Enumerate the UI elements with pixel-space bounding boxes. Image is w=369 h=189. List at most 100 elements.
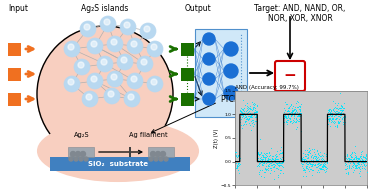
Point bbox=[245, 108, 251, 111]
Point bbox=[346, 158, 352, 161]
Point bbox=[278, 151, 284, 154]
Point bbox=[292, 110, 298, 113]
Text: Ag₂S islands: Ag₂S islands bbox=[81, 4, 129, 13]
Point bbox=[238, 120, 244, 123]
Point bbox=[296, 105, 302, 108]
Point bbox=[324, 167, 330, 170]
Point bbox=[282, 114, 288, 117]
Point bbox=[254, 103, 260, 106]
Point bbox=[319, 158, 325, 161]
Point bbox=[245, 118, 251, 121]
Point bbox=[234, 164, 240, 167]
Point bbox=[340, 115, 346, 119]
Point bbox=[261, 161, 267, 164]
Point bbox=[306, 151, 311, 154]
Point bbox=[356, 171, 362, 174]
Circle shape bbox=[203, 53, 215, 65]
Point bbox=[290, 110, 296, 113]
Point bbox=[290, 110, 296, 113]
Point bbox=[328, 115, 334, 118]
Point bbox=[279, 151, 285, 154]
Point bbox=[313, 160, 318, 163]
Point bbox=[238, 106, 244, 109]
Circle shape bbox=[164, 157, 168, 161]
Point bbox=[350, 163, 356, 166]
Point bbox=[336, 115, 342, 118]
Point bbox=[282, 114, 288, 117]
Point bbox=[254, 119, 259, 122]
Point bbox=[337, 106, 343, 109]
Point bbox=[345, 160, 351, 163]
Point bbox=[305, 154, 311, 157]
Point bbox=[357, 169, 363, 172]
Point bbox=[346, 166, 352, 169]
Point bbox=[288, 120, 294, 123]
Point bbox=[308, 159, 314, 162]
Point bbox=[319, 157, 325, 160]
Point bbox=[258, 156, 263, 160]
Point bbox=[356, 162, 362, 165]
Point bbox=[319, 167, 325, 170]
Point bbox=[342, 114, 348, 117]
Point bbox=[357, 158, 363, 161]
Point bbox=[264, 158, 270, 161]
Point bbox=[273, 152, 279, 155]
Point bbox=[242, 116, 248, 119]
Point bbox=[359, 167, 365, 170]
Point bbox=[261, 171, 267, 174]
Point bbox=[239, 112, 245, 115]
Point bbox=[261, 155, 266, 158]
Point bbox=[293, 105, 299, 108]
Point bbox=[242, 114, 248, 117]
Circle shape bbox=[141, 59, 147, 65]
Circle shape bbox=[64, 41, 80, 57]
Point bbox=[334, 111, 340, 114]
Point bbox=[301, 159, 307, 162]
Point bbox=[232, 151, 238, 154]
Point bbox=[286, 110, 292, 113]
Point bbox=[359, 157, 365, 160]
Point bbox=[359, 150, 365, 153]
Point bbox=[345, 157, 351, 160]
Point bbox=[271, 158, 277, 161]
Point bbox=[310, 155, 315, 158]
Point bbox=[304, 167, 310, 170]
Point bbox=[296, 120, 302, 123]
Point bbox=[292, 112, 297, 115]
Point bbox=[300, 165, 306, 168]
Point bbox=[336, 120, 342, 123]
Point bbox=[331, 110, 337, 113]
Point bbox=[303, 159, 309, 162]
Point bbox=[352, 156, 358, 159]
Point bbox=[320, 165, 326, 168]
Point bbox=[245, 115, 251, 118]
Point bbox=[297, 114, 303, 117]
Point bbox=[279, 161, 285, 164]
Point bbox=[272, 166, 277, 169]
Point bbox=[245, 112, 251, 115]
Point bbox=[311, 155, 317, 158]
Circle shape bbox=[144, 26, 150, 32]
Point bbox=[332, 105, 338, 108]
Point bbox=[241, 107, 247, 110]
Point bbox=[267, 172, 273, 175]
Circle shape bbox=[203, 93, 215, 105]
Circle shape bbox=[161, 152, 166, 156]
Point bbox=[363, 153, 369, 156]
Point bbox=[345, 157, 351, 160]
Point bbox=[339, 112, 345, 115]
Point bbox=[310, 159, 316, 162]
Point bbox=[277, 156, 283, 159]
Point bbox=[321, 152, 327, 155]
Point bbox=[313, 159, 319, 162]
Point bbox=[267, 154, 273, 157]
Point bbox=[342, 115, 348, 118]
Point bbox=[254, 105, 259, 108]
Point bbox=[335, 120, 341, 123]
Point bbox=[289, 110, 295, 113]
Point bbox=[236, 161, 242, 164]
Point bbox=[327, 113, 333, 116]
Point bbox=[359, 164, 365, 167]
Point bbox=[304, 149, 310, 152]
Point bbox=[293, 120, 299, 123]
